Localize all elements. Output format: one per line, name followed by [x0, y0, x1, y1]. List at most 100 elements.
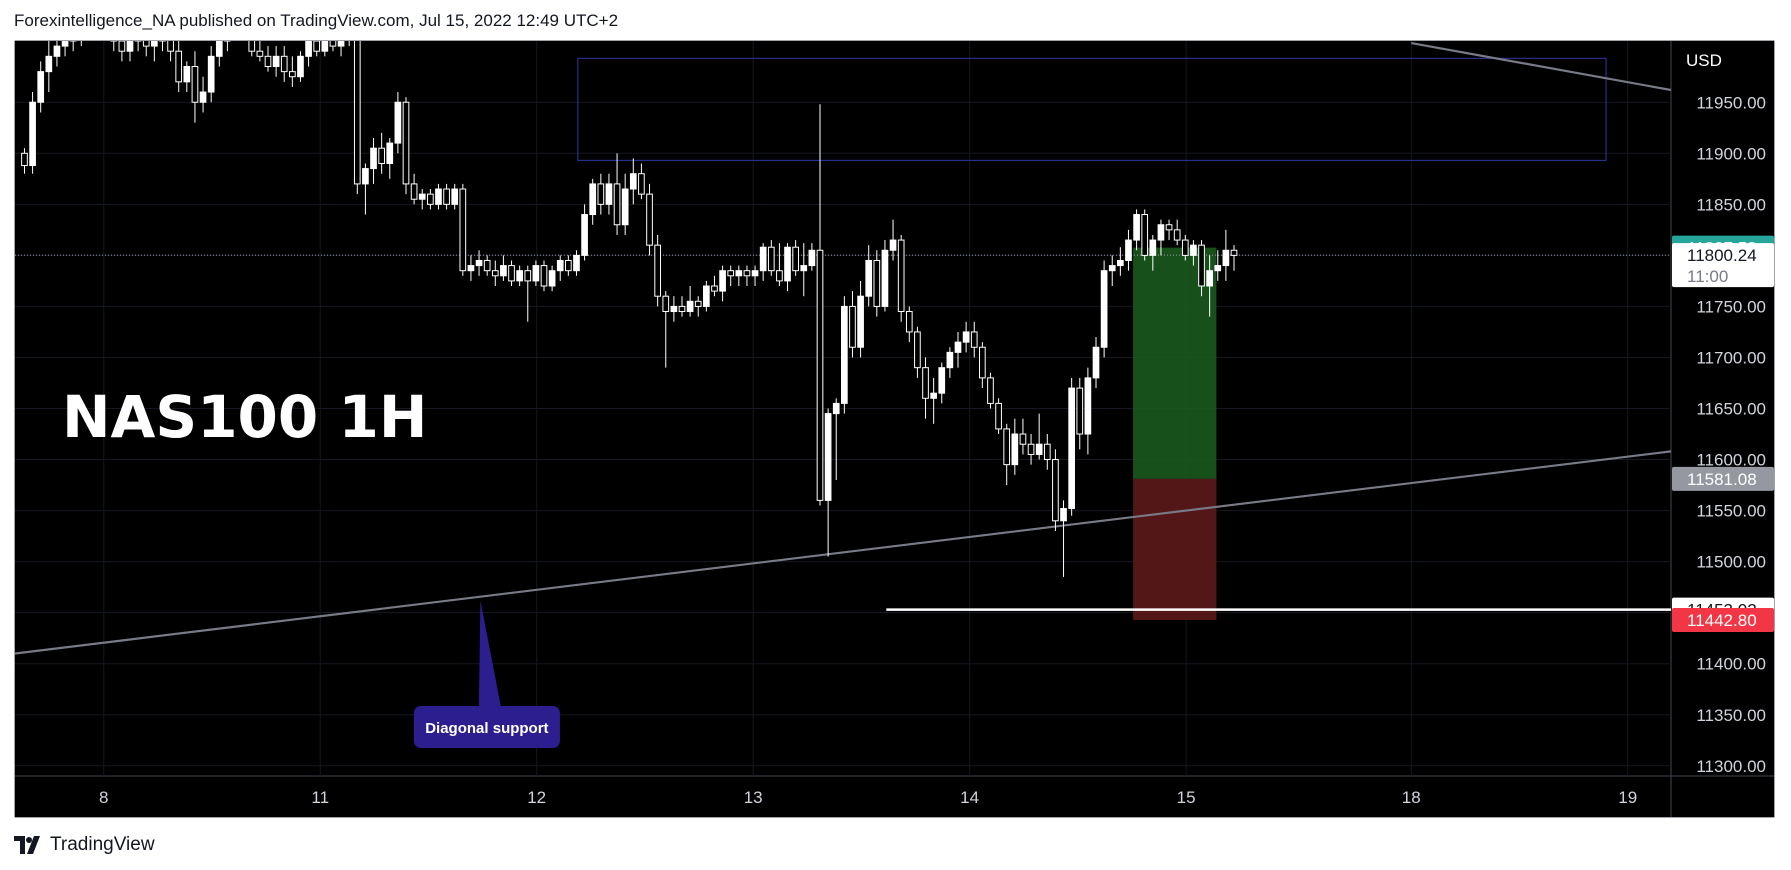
- candle-body: [1206, 270, 1213, 287]
- candle-body: [45, 55, 53, 73]
- candle-body: [1165, 224, 1173, 231]
- footer-brand: TradingView: [50, 834, 155, 855]
- candle-body: [370, 147, 377, 170]
- candle-body: [394, 101, 402, 144]
- candle-body: [346, 21, 352, 36]
- time-tick-label: 12: [527, 788, 546, 807]
- candle-body: [280, 55, 288, 73]
- candle-body: [987, 377, 994, 404]
- candle-body: [1230, 249, 1238, 256]
- upper-trend-line: [1411, 41, 1671, 92]
- candle-body: [654, 244, 661, 297]
- candle-body: [995, 402, 1002, 430]
- candle-body: [784, 246, 791, 282]
- time-axis[interactable]: 8 11 12 13 14 15 18 19: [99, 788, 1637, 807]
- price-tick-label: 11750.00: [1696, 297, 1766, 316]
- candle-body: [808, 249, 816, 267]
- trend-lines: [15, 41, 1671, 655]
- candle-body: [1181, 239, 1189, 256]
- price-label-countdown: 11:00: [1687, 267, 1728, 286]
- candle-body: [800, 265, 808, 272]
- candle-body: [954, 341, 962, 353]
- candle-body: [378, 147, 385, 164]
- candle-body: [191, 66, 199, 103]
- price-label-tag: [1672, 466, 1774, 491]
- candle-body: [69, 41, 77, 42]
- price-axis-background: [1671, 41, 1774, 776]
- candle-body: [362, 168, 369, 185]
- candle-body: [646, 193, 653, 246]
- candle-body: [743, 270, 751, 277]
- candle-body: [548, 270, 556, 287]
- candle-body: [1035, 443, 1043, 455]
- candle-body: [946, 351, 954, 369]
- candle-body: [248, 41, 256, 52]
- candle-body: [881, 249, 889, 307]
- candle-body: [1133, 214, 1140, 241]
- candle-body: [151, 41, 158, 47]
- candle-body: [215, 41, 223, 57]
- candle-body: [443, 188, 450, 205]
- candle-body: [629, 173, 637, 190]
- candle-body: [678, 305, 686, 313]
- price-tick-label: 11550.00: [1696, 502, 1766, 521]
- price-tick-label: 11400.00: [1696, 655, 1766, 674]
- candle-body: [905, 311, 913, 333]
- candle-body: [922, 367, 929, 399]
- candle-body: [979, 346, 986, 379]
- overlay: Diagonal support: [413, 600, 1671, 748]
- candle-body: [321, 41, 329, 52]
- candle-body: [686, 300, 694, 313]
- candle-body: [386, 142, 394, 164]
- candle-body: [857, 295, 864, 348]
- candle-body: [1084, 377, 1092, 435]
- candle-body: [865, 259, 873, 297]
- price-label-text: 11800.24: [1687, 246, 1757, 265]
- price-tick-label: 11500.00: [1696, 553, 1766, 572]
- candle-body: [118, 41, 126, 52]
- candle-body: [297, 55, 304, 78]
- candle-body: [272, 55, 280, 68]
- candle-body: [37, 71, 45, 103]
- candle-body: [183, 66, 191, 83]
- time-tick-label: 8: [99, 788, 108, 807]
- candle-body: [824, 413, 832, 501]
- annotation-arrow: [478, 600, 501, 707]
- price-label-text: 11442.80: [1687, 611, 1757, 630]
- time-tick-label: 13: [744, 788, 763, 807]
- candle-body: [1092, 346, 1100, 379]
- candle-body: [1214, 265, 1222, 272]
- candle-body: [759, 246, 767, 272]
- candle-body: [694, 300, 702, 307]
- candle-body: [792, 246, 799, 272]
- candle-body: [1157, 224, 1165, 241]
- candle-body: [767, 246, 775, 272]
- candle-body: [711, 285, 718, 292]
- annotation-label: Diagonal support: [425, 720, 548, 737]
- candle-body: [930, 392, 937, 399]
- candle-body: [467, 265, 475, 272]
- candle-body: [938, 367, 946, 394]
- price-label-tag: [1672, 608, 1774, 633]
- candle-body: [61, 41, 69, 47]
- candle-body: [516, 270, 523, 282]
- price-label-tag: [1672, 243, 1774, 288]
- candle-body: [126, 41, 134, 52]
- candle-body: [1125, 239, 1132, 261]
- candle-body: [1198, 244, 1205, 287]
- footer: TradingView: [14, 834, 155, 856]
- candle-body: [175, 50, 183, 83]
- chart[interactable]: Diagonal support 11300.00 11350.00 11400.0…: [0, 0, 1791, 830]
- candle-body: [53, 45, 61, 57]
- candle-body: [1068, 387, 1075, 510]
- candle-body: [1222, 249, 1230, 267]
- candle-body: [1019, 433, 1027, 445]
- price-axis[interactable]: 11300.0011350.0011400.0011450.0011500.00…: [1672, 93, 1774, 776]
- candle-body: [418, 193, 426, 200]
- candle-body: [1011, 433, 1019, 466]
- candle-body: [353, 41, 361, 185]
- candle-body: [264, 55, 272, 68]
- price-tick-label: 11900.00: [1696, 144, 1766, 163]
- candle-body: [508, 265, 515, 282]
- price-tick-label: 11650.00: [1696, 400, 1766, 419]
